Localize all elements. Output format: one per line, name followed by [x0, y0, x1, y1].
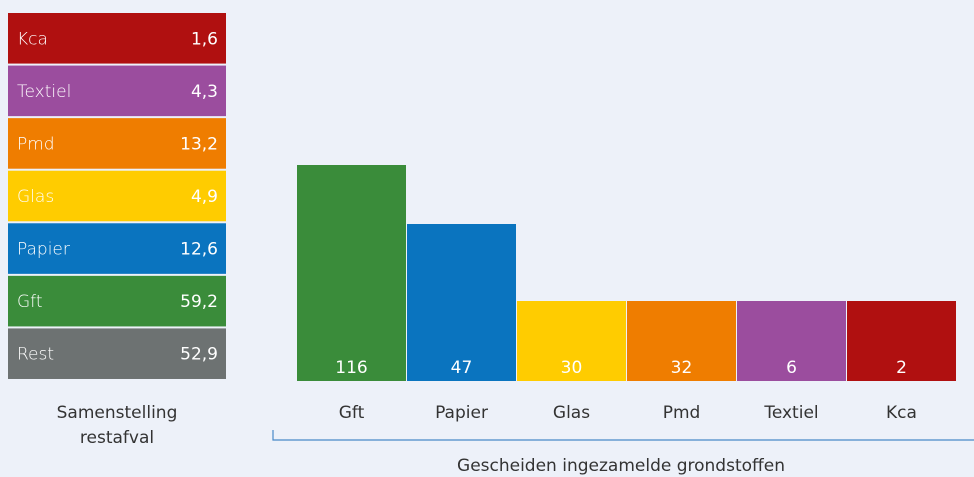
row-label: Pmd [17, 134, 55, 154]
row [8, 328, 226, 379]
row [8, 223, 226, 274]
row-label: Glas [17, 187, 54, 207]
bar-value: 47 [451, 358, 473, 378]
left-caption: restafval [80, 428, 154, 448]
bar-label: Kca [886, 403, 917, 423]
bar [737, 301, 846, 381]
row-value: 4,3 [191, 82, 218, 102]
row-label: Rest [17, 345, 54, 365]
bar-value: 32 [671, 358, 693, 378]
bar-label: Papier [435, 403, 488, 423]
right-panel: 116 Gft 47 Papier 30 Glas 32 Pmd 6 Textiel 2 Kca [297, 165, 956, 423]
bracket [272, 430, 974, 441]
row [8, 118, 226, 169]
right-caption: Gescheiden ingezamelde grondstoffen [457, 456, 785, 476]
left-caption: Samenstelling [57, 403, 178, 423]
bar [517, 301, 626, 381]
row-value: 59,2 [180, 292, 218, 312]
row-label: Textiel [17, 82, 71, 102]
bar [407, 224, 516, 381]
row-value: 12,6 [180, 240, 218, 260]
bar-label: Textiel [763, 403, 818, 423]
row [8, 13, 226, 64]
bar-value: 116 [335, 358, 367, 378]
bar-value: 6 [786, 358, 797, 378]
row-value: 1,6 [191, 29, 218, 49]
row-label: Gft [17, 292, 43, 312]
row [8, 65, 226, 117]
bar-label: Pmd [663, 403, 701, 423]
bar-value: 30 [561, 358, 583, 378]
bar [847, 301, 956, 381]
bar [297, 165, 406, 381]
left-panel: Kca 1,6 Textiel 4,3 Pmd 13,2 Glas 4,9 Papier 12,6… [8, 13, 226, 379]
bar-label: Glas [553, 403, 590, 423]
bar-label: Gft [339, 403, 365, 423]
row-label: Papier [17, 240, 70, 260]
row [8, 275, 226, 327]
row-label: Kca [17, 29, 48, 49]
bar [627, 301, 736, 381]
row-value: 13,2 [180, 134, 218, 154]
row [8, 170, 226, 222]
row-value: 52,9 [180, 345, 218, 365]
row-value: 4,9 [191, 187, 218, 207]
bar-value: 2 [896, 358, 907, 378]
